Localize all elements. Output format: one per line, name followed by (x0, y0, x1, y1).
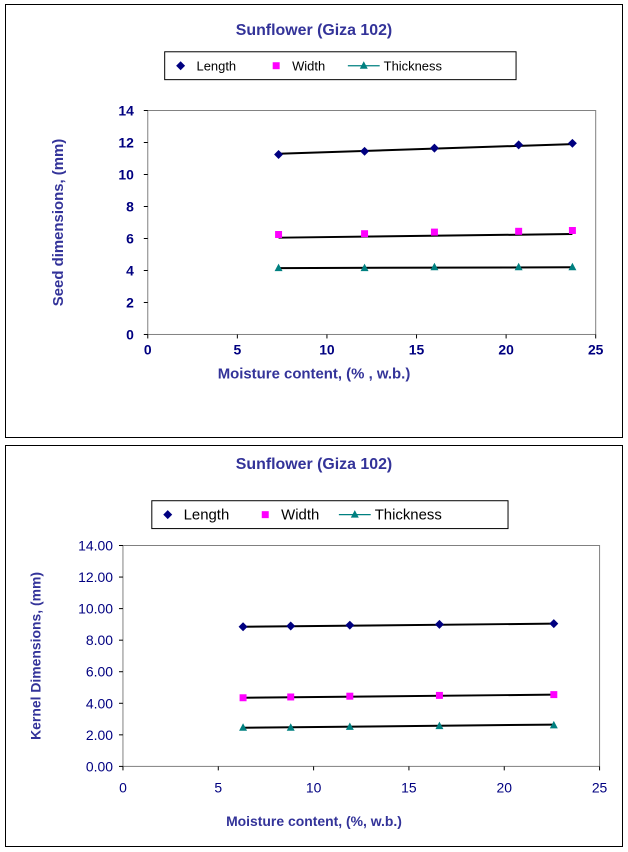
data-point-length (286, 621, 296, 631)
x-tick-label: 15 (401, 779, 417, 795)
legend-marker-width (272, 62, 280, 70)
chart-title: Sunflower (Giza 102) (236, 456, 392, 473)
data-point-thickness (514, 262, 523, 271)
x-tick-label: 25 (588, 341, 604, 357)
x-tick-label: 20 (496, 779, 512, 795)
data-point-thickness (286, 723, 295, 731)
trend-line-width (243, 693, 554, 699)
series-length (238, 619, 559, 632)
y-tick-label: 6.00 (86, 664, 113, 680)
trend-line-length (278, 143, 573, 155)
data-point-width (275, 231, 283, 238)
legend-marker-thickness (350, 510, 359, 518)
x-tick-label: 15 (409, 341, 425, 357)
data-point-length (345, 620, 355, 630)
data-point-width (430, 228, 438, 236)
data-point-thickness (430, 262, 439, 271)
y-tick-label: 10.00 (78, 601, 113, 617)
legend-marker-thickness (359, 61, 368, 69)
seed-dimensions-chart: Sunflower (Giza 102) Length Width Thickness… (5, 4, 623, 438)
legend-label-length: Length (197, 59, 237, 74)
legend-label-width: Width (292, 59, 325, 74)
seed-dimensions-svg: Sunflower (Giza 102) Length Width Thickness… (50, 22, 604, 382)
data-point-thickness (568, 262, 577, 271)
series-width (275, 227, 576, 239)
legend-marker-length (163, 510, 173, 520)
data-point-thickness (435, 721, 444, 730)
trend-line-width (278, 233, 573, 239)
data-point-thickness (239, 723, 248, 731)
data-point-length (238, 622, 248, 632)
trend-line-thickness (243, 723, 554, 729)
trend-line-thickness (278, 266, 573, 270)
legend-box (164, 51, 517, 81)
series-thickness (274, 262, 577, 272)
series-thickness (239, 720, 558, 731)
y-tick-label: 2.00 (86, 727, 113, 743)
y-tick-label: 6 (126, 230, 134, 246)
y-tick-label: 14 (118, 102, 134, 118)
legend-label-length: Length (184, 507, 230, 524)
y-tick-label: 4 (126, 262, 134, 278)
x-tick-label: 10 (319, 341, 335, 357)
kernel-dimensions-chart: Sunflower (Giza 102) Length Width Thickness… (5, 445, 623, 847)
y-tick-label: 12 (118, 134, 134, 150)
data-point-width (568, 227, 576, 234)
data-point-thickness (274, 263, 283, 272)
y-tick-label: 4.00 (86, 695, 113, 711)
legend-marker-width (261, 511, 269, 519)
data-point-thickness (345, 722, 354, 730)
x-tick-label: 10 (306, 779, 322, 795)
x-tick-label: 25 (592, 779, 608, 795)
legend-label-thickness: Thickness (384, 59, 442, 74)
x-tick-label: 0 (144, 341, 152, 357)
legend-box (151, 500, 509, 530)
plot-area (122, 545, 601, 767)
y-axis-label: Seed dimensions, (mm) (50, 139, 67, 307)
y-axis-label: Kernel Dimensions, (mm) (27, 572, 43, 740)
data-point-width (550, 691, 558, 699)
y-tick-label: 12.00 (78, 569, 113, 585)
data-point-thickness (549, 720, 558, 729)
chart-title: Sunflower (Giza 102) (236, 22, 392, 39)
legend: Length Width Thickness (164, 51, 517, 81)
x-tick-label: 20 (498, 341, 514, 357)
y-tick-label: 0.00 (86, 758, 113, 774)
data-point-width (346, 692, 354, 700)
data-point-width (361, 230, 369, 238)
x-tick-label: 5 (233, 341, 241, 357)
data-point-width (435, 691, 443, 699)
y-tick-label: 10 (118, 166, 134, 182)
x-tick-label: 5 (214, 779, 222, 795)
kernel-dimensions-svg: Sunflower (Giza 102) Length Width Thickness… (27, 456, 608, 829)
data-point-length (514, 140, 524, 150)
plot-area (147, 110, 597, 335)
y-tick-label: 8.00 (86, 632, 113, 648)
data-point-thickness (360, 263, 369, 272)
data-point-width (287, 693, 295, 701)
y-tick-label: 8 (126, 198, 134, 214)
data-point-length (567, 138, 577, 148)
y-tick-label: 0 (126, 326, 134, 342)
data-point-width (239, 694, 247, 702)
x-axis-label: Moisture content, (%, w.b.) (226, 813, 402, 829)
data-point-length (549, 619, 559, 629)
data-point-width (515, 227, 523, 235)
series-width (239, 691, 558, 702)
legend: Length Width Thickness (151, 500, 509, 530)
y-tick-label: 14.00 (78, 537, 113, 553)
y-tick-label: 2 (126, 294, 134, 310)
x-axis-label: Moisture content, (% , w.b.) (218, 365, 411, 382)
series-length (274, 138, 577, 159)
x-tick-label: 0 (119, 779, 127, 795)
legend-label-width: Width (281, 507, 319, 524)
legend-label-thickness: Thickness (375, 507, 442, 524)
